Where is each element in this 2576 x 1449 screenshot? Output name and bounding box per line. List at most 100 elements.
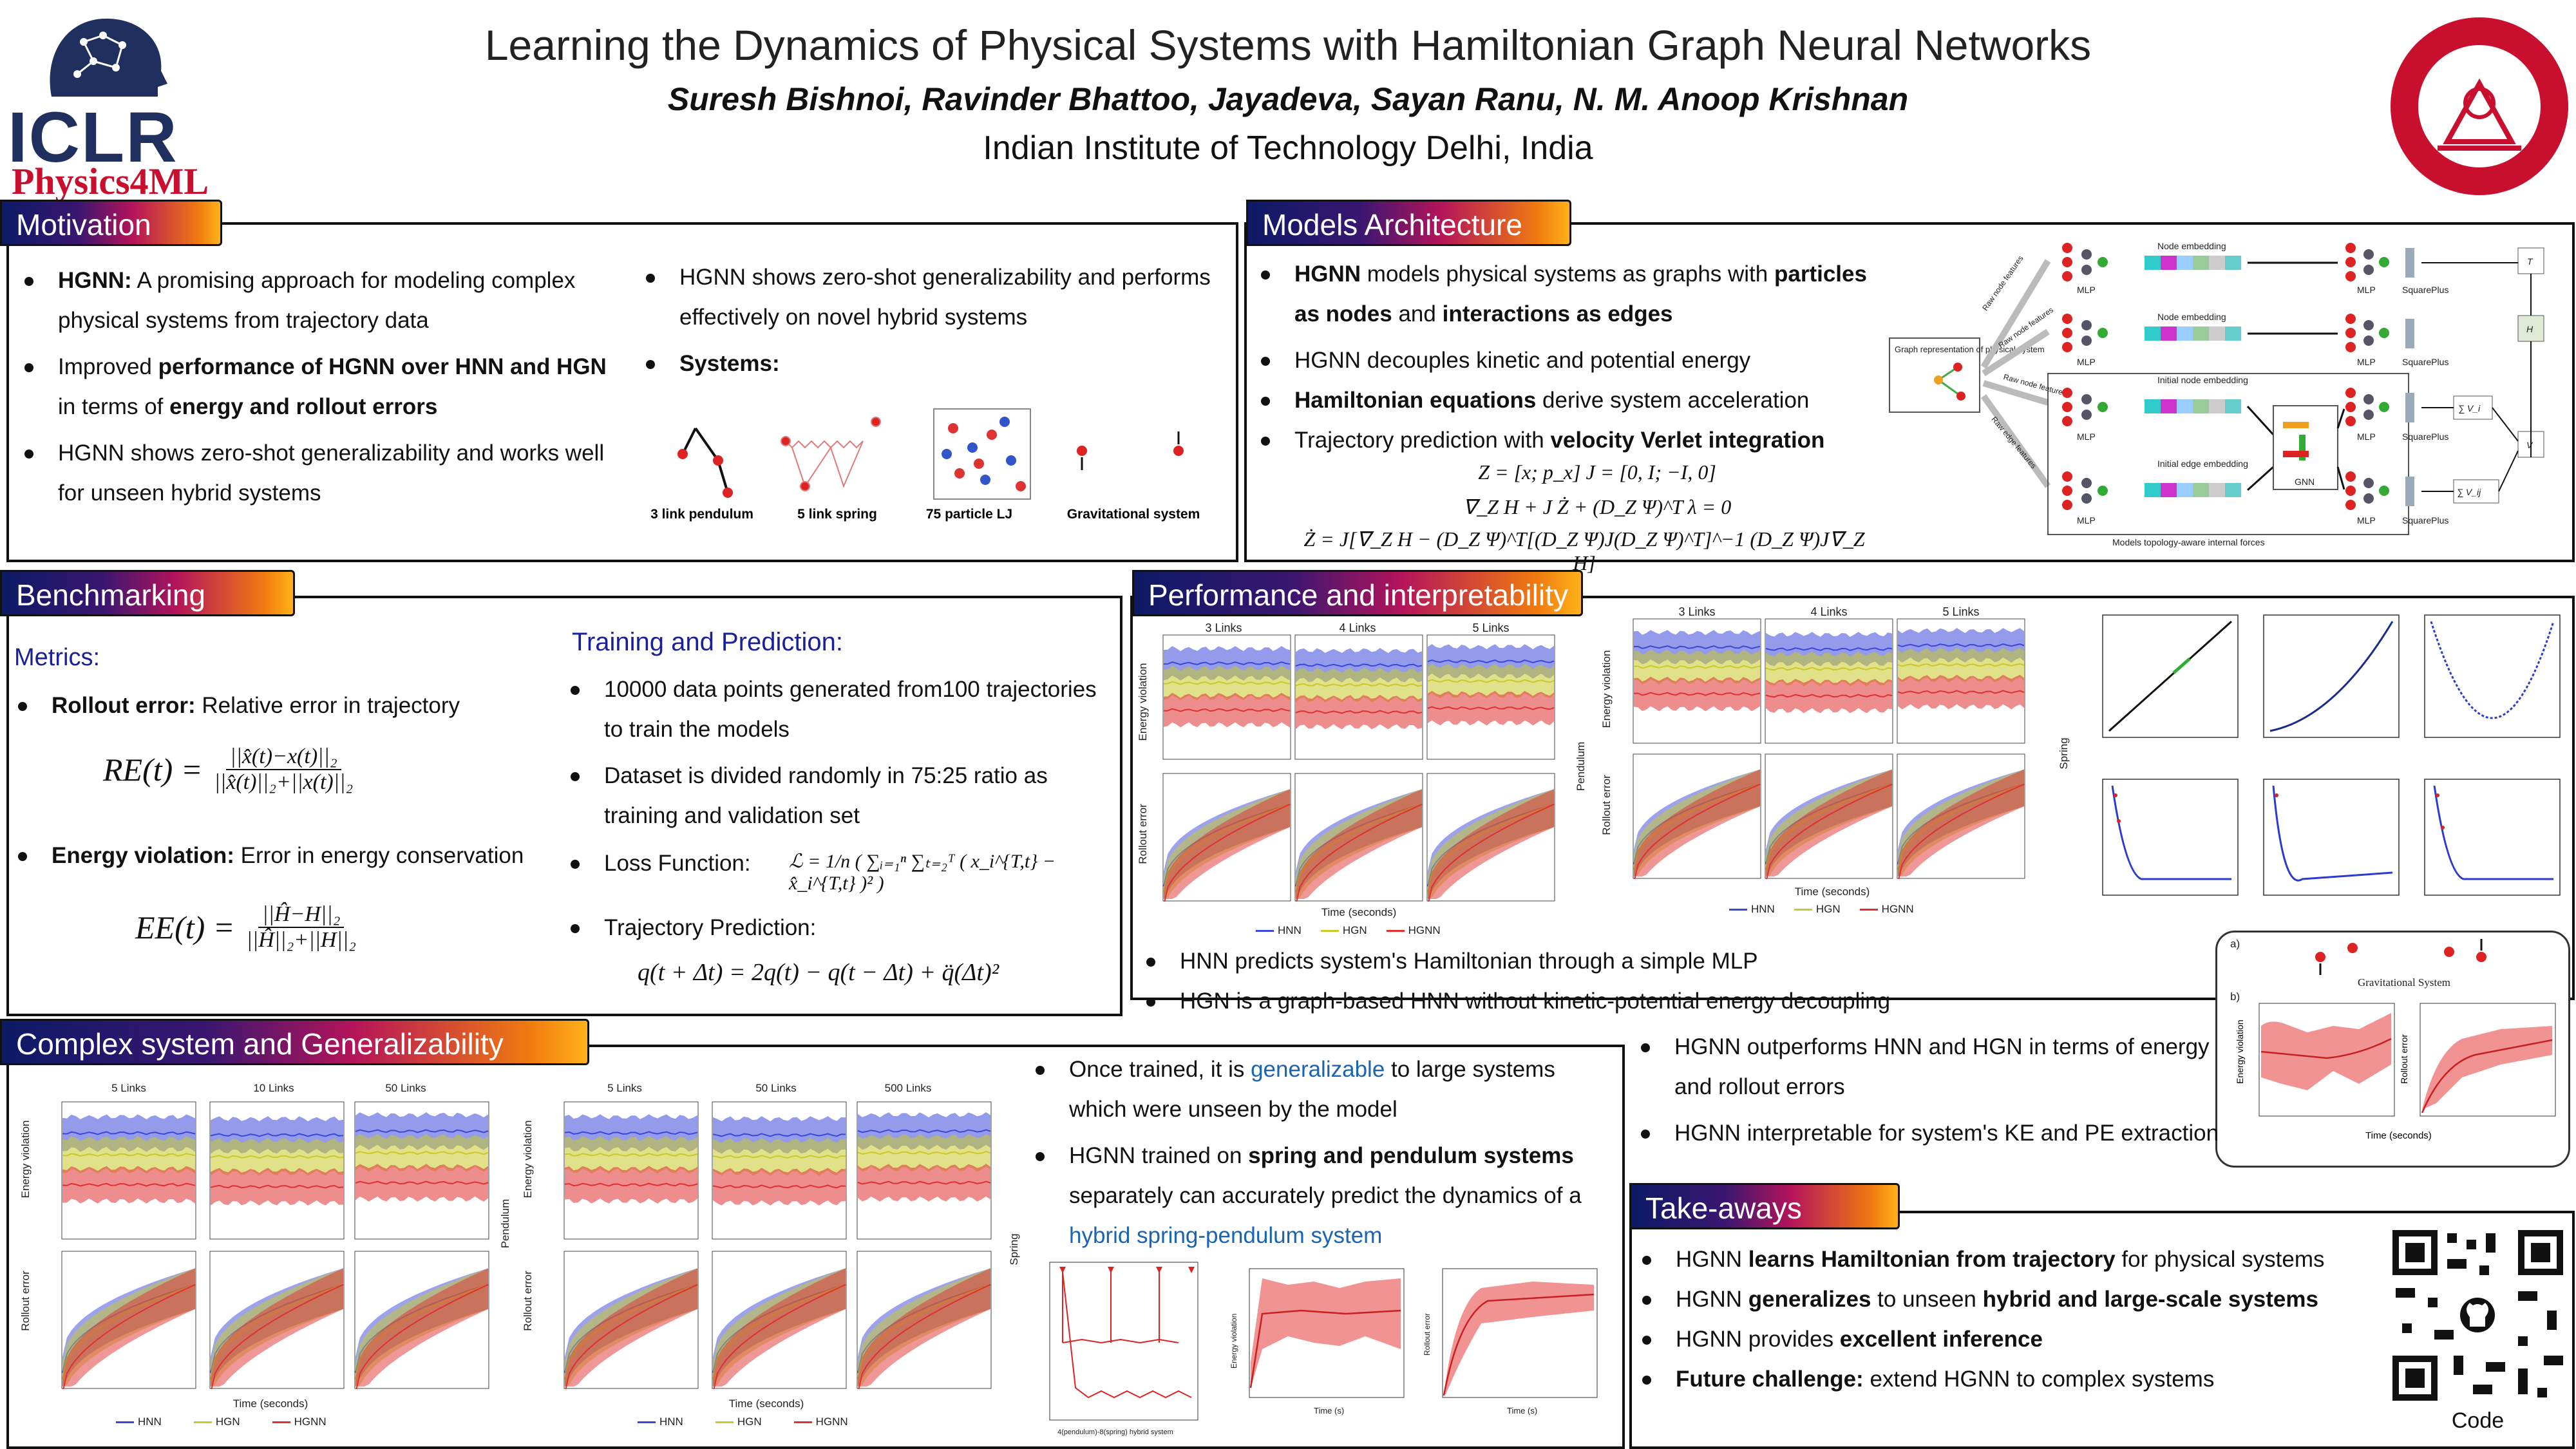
node-emb-label-2: Node embedding xyxy=(2157,312,2226,322)
text: extend HGNN to complex systems xyxy=(1863,1367,2215,1392)
gen-pendulum-re-plot xyxy=(61,1251,196,1389)
takeaways-heading: Take-aways xyxy=(1629,1183,1900,1229)
metrics-list-2: Energy violation: Error in energy conser… xyxy=(6,836,541,882)
legend: HNN HGN HGNN xyxy=(1256,924,1513,937)
row-label-spring: Spring xyxy=(2058,737,2070,770)
text: energy and rollout errors xyxy=(169,394,438,419)
y-label-re: Rollout error xyxy=(1137,804,1149,864)
state-equation: Z = [x; p_x] J = [0, I; −I, 0] xyxy=(1478,460,1716,484)
complex-bullet-4: HGNN interpretable for system's KE and P… xyxy=(1629,1113,2241,1153)
gen-spring-re-plot xyxy=(712,1251,847,1389)
re-lhs: RE(t) = xyxy=(103,752,203,788)
hybrid-xlabel-2: Time (s) xyxy=(1507,1406,1537,1416)
H-label: H xyxy=(2526,324,2533,334)
affiliation: Indian Institute of Technology Delhi, In… xyxy=(983,129,1593,167)
mlp-row-1b: MLP xyxy=(2345,243,2389,295)
training-bullet-4: Trajectory Prediction: xyxy=(559,908,1100,948)
legend-hnn-label: HNN xyxy=(1751,903,1775,915)
models-heading: Models Architecture xyxy=(1246,200,1571,246)
diagram-caption: Models topology-aware internal forces xyxy=(2112,537,2265,547)
mlp-row-4: MLP xyxy=(2062,471,2108,526)
re-numerator: ||x̂(t)−x(t)||₂ xyxy=(226,744,341,770)
col-label: 3 Links xyxy=(1678,605,1716,618)
legend-hgn-label: HGN xyxy=(215,1416,240,1428)
text: HNN predicts system's Hamiltonian throug… xyxy=(1180,949,1758,974)
motivation-list-right: HGNN shows zero-shot generalizability an… xyxy=(634,258,1227,390)
col-label: 5 Links xyxy=(1472,621,1510,634)
mlp-row-3: MLP xyxy=(2062,388,2108,442)
pendulum-ev-plot xyxy=(1633,618,1761,744)
y-label-ev: Energy violation xyxy=(1600,650,1613,728)
H-box xyxy=(2517,315,2544,342)
qr-code[interactable] xyxy=(2389,1227,2566,1404)
text: to unseen xyxy=(1871,1287,1983,1312)
x-label: Time (seconds) xyxy=(232,1397,308,1410)
takeaway-2: HGNN generalizes to unseen hybrid and la… xyxy=(1631,1280,2371,1320)
node-emb-label-1: Node embedding xyxy=(2157,241,2226,251)
grav-ylabel-ev: Energy violation xyxy=(2235,1019,2245,1084)
col-label: 3 Links xyxy=(1205,621,1242,634)
legend-hgnn: HGNN xyxy=(272,1416,327,1428)
embedding-bar-1 xyxy=(2145,256,2241,270)
training-bullet-3: Loss Function: xyxy=(559,844,1100,884)
text: excellent inference xyxy=(1839,1327,2043,1352)
text: generalizable xyxy=(1251,1057,1385,1082)
gen-pendulum-ev-plot xyxy=(209,1101,345,1240)
x-label: Time (seconds) xyxy=(1321,906,1397,918)
hybrid-ylabel-re: Rollout error xyxy=(1423,1313,1432,1356)
complex-bullet-2: HGNN trained on spring and pendulum syst… xyxy=(1024,1136,1616,1256)
brain-head-icon xyxy=(50,18,167,97)
mlp-label-1b: MLP xyxy=(2357,285,2376,295)
loss-equation: ℒ = 1/n ( ∑ᵢ₌₁ⁿ ∑ₜ₌₂ᵀ ( x_i^{T,t} − x̂_i… xyxy=(789,851,1056,894)
legend-hgn-label: HGN xyxy=(1815,903,1841,915)
physics4ml-wordmark: Physics4ML xyxy=(12,160,209,202)
sys-label-3: 75 particle LJ xyxy=(926,507,1012,522)
pendulum-illustration xyxy=(677,427,733,498)
ee-lhs: EE(t) = xyxy=(135,909,235,945)
legend-hnn: HNN xyxy=(1256,924,1302,937)
ee-numerator: ||Ĥ−H||₂ xyxy=(258,902,345,928)
x-label: Time (seconds) xyxy=(1794,886,1870,898)
y-label-re: Rollout error xyxy=(1600,775,1613,835)
legend: HNN HGN HGNN xyxy=(638,1416,921,1428)
col-label: 5 Links xyxy=(607,1082,642,1094)
y-label-ev: Energy violation xyxy=(522,1120,534,1198)
legend-hgn-label: HGN xyxy=(737,1416,762,1428)
motivation-list: HGNN: A promising approach for modeling … xyxy=(13,261,612,520)
row-label-pendulum: Pendulum xyxy=(499,1198,511,1249)
graph-icon xyxy=(1934,363,1965,401)
spring-ev-plot xyxy=(1294,634,1423,760)
text: HGN is a graph-based HNN without kinetic… xyxy=(1180,989,1891,1014)
grav-title: Gravitational System xyxy=(2357,976,2450,989)
performance-heading: Performance and interpretability xyxy=(1132,570,1583,616)
legend-hgnn-label: HGNN xyxy=(294,1416,327,1428)
y-label-ev: Energy violation xyxy=(19,1120,32,1198)
sys-label-2: 5 link spring xyxy=(797,507,877,522)
legend-hnn-label: HNN xyxy=(1278,924,1302,936)
sys-label-4: Gravitational system xyxy=(1067,507,1200,522)
complex-bullet-3: HGNN outperforms HNN and HGN in terms of… xyxy=(1629,1027,2241,1107)
mlp-label-6: MLP xyxy=(2357,515,2376,526)
squareplus-label-1: SquarePlus xyxy=(2402,285,2448,295)
text: Loss Function: xyxy=(604,851,751,876)
text: to large systems which were unseen by th… xyxy=(1069,1057,1555,1122)
takeaway-4: Future challenge: extend HGNN to complex… xyxy=(1631,1359,2371,1399)
graph-rep-box xyxy=(1889,337,1980,413)
squareplus-1 xyxy=(2405,248,2414,278)
text: HGNN provides xyxy=(1676,1327,1840,1352)
sumVij-label: ∑ V_ij xyxy=(2457,487,2481,498)
text: hybrid and large-scale systems xyxy=(1982,1287,2318,1312)
y-label-ev: Energy violation xyxy=(1137,663,1149,741)
spring-illustration xyxy=(781,417,881,491)
hgnn-term: HGNN: xyxy=(58,268,132,293)
gravitational-figure: a) Gravitational System b) Energy violat… xyxy=(2215,931,2570,1168)
grav-a-label: a) xyxy=(2230,938,2240,950)
init-edge-label: Initial edge embedding xyxy=(2157,459,2248,469)
squareplus-3 xyxy=(2405,393,2414,422)
text: Rollout error: xyxy=(52,693,196,718)
text: Error in energy conservation xyxy=(234,843,524,868)
squareplus-label-2: SquarePlus xyxy=(2402,357,2448,367)
qr-code-icon xyxy=(2389,1227,2566,1404)
text: and xyxy=(1392,301,1443,327)
motivation-bullet-2: Improved performance of HGNN over HNN an… xyxy=(13,347,612,427)
